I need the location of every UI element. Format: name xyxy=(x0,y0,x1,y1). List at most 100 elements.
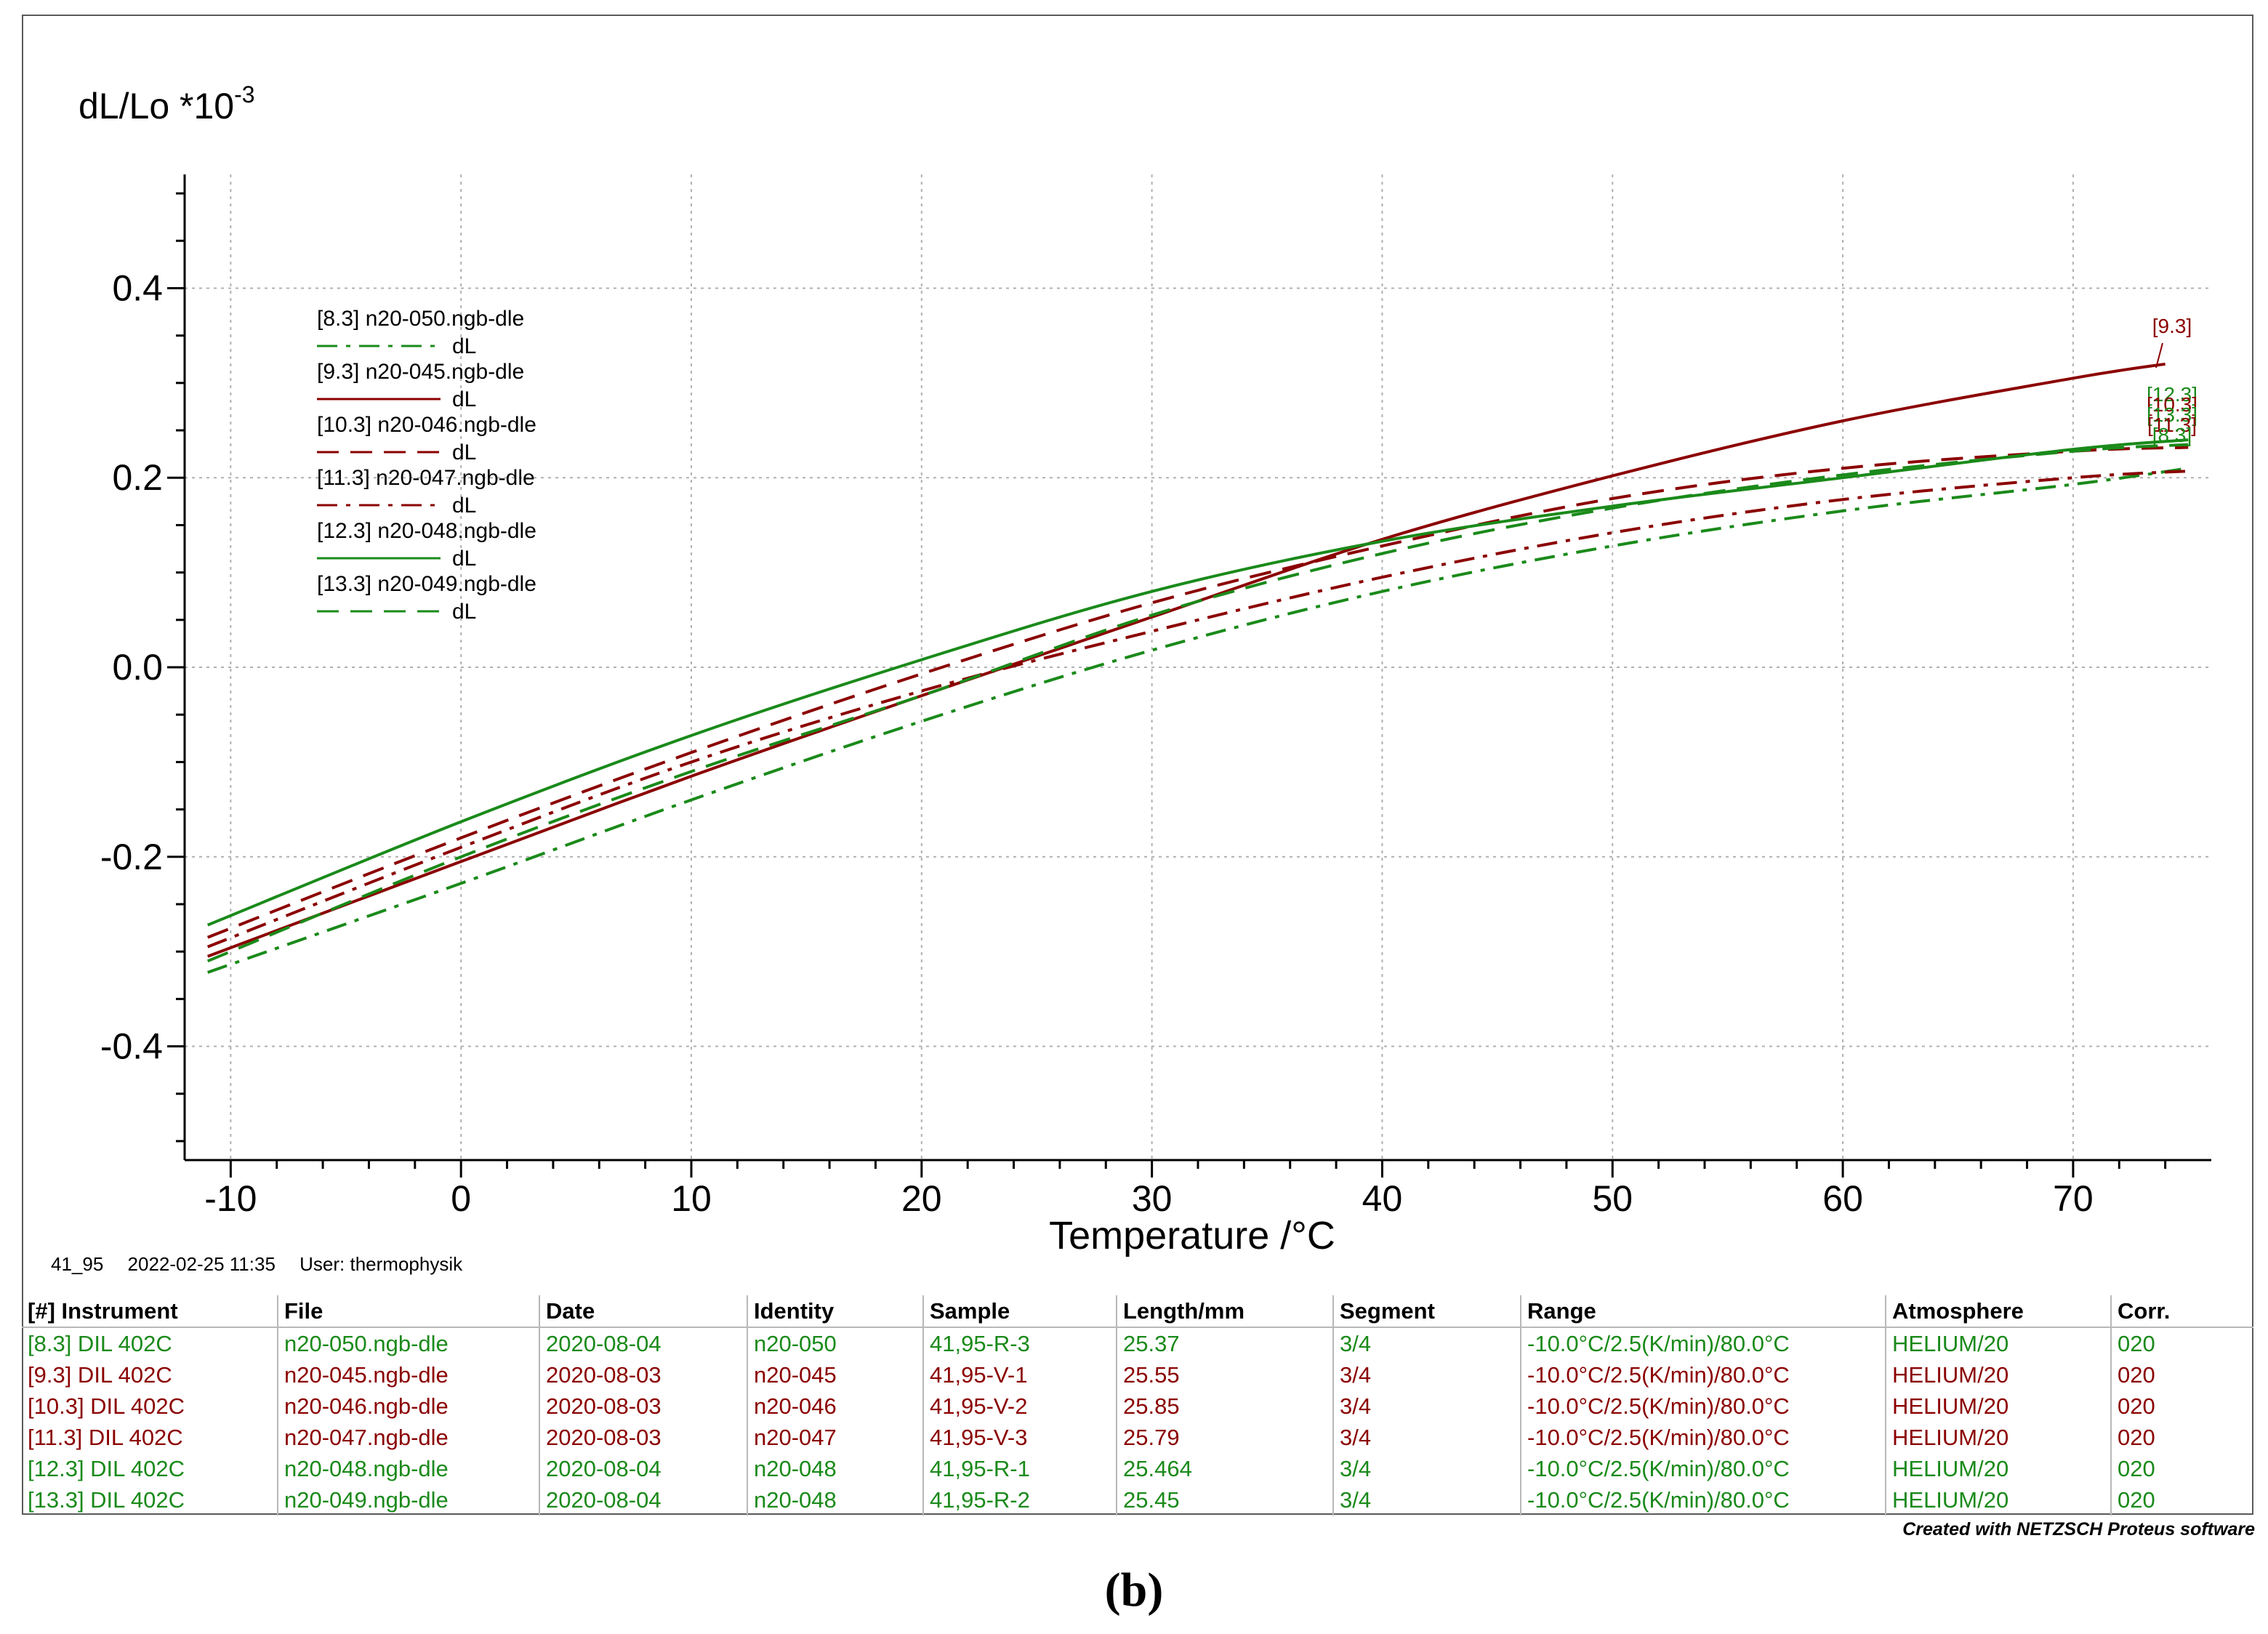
series-line-12-3 xyxy=(206,438,2189,927)
legend-entry-sub: dL xyxy=(452,547,476,571)
table-cell: n20-047 xyxy=(747,1422,923,1453)
series-end-label: [11.3] xyxy=(2147,414,2197,436)
table-cell: -10.0°C/2.5(K/min)/80.0°C xyxy=(1520,1484,1886,1516)
software-credit: Created with NETZSCH Proteus software xyxy=(1902,1519,2255,1540)
series-line-10-3 xyxy=(206,446,2189,939)
series-end-label: [12.3] xyxy=(2147,383,2197,406)
table-cell: n20-045 xyxy=(747,1359,923,1390)
table-cell: [11.3] DIL 402C xyxy=(28,1424,183,1450)
table-cell: n20-046 xyxy=(747,1390,923,1422)
series-line-11-3 xyxy=(206,470,2189,949)
table-cell: 2020-08-04 xyxy=(539,1484,747,1516)
table-cell: -10.0°C/2.5(K/min)/80.0°C xyxy=(1520,1327,1886,1359)
series-end-label: [10.3] xyxy=(2147,393,2197,416)
table-cell: n20-049.ngb-dle xyxy=(277,1484,539,1516)
table-cell: 020 xyxy=(2110,1327,2253,1359)
table-cell: 25.79 xyxy=(1116,1422,1333,1453)
end-label-leader xyxy=(2155,342,2163,369)
info-user: User: thermophysik xyxy=(299,1253,463,1275)
panel-label: (b) xyxy=(1104,1563,1164,1617)
table-cell: 020 xyxy=(2110,1484,2253,1516)
table-row: [13.3] DIL 402C n20-049.ngb-dle 2020-08-04… xyxy=(22,1484,2253,1516)
x-tick-label: 50 xyxy=(1592,1178,1633,1219)
legend-entry-name: [11.3] n20-047.ngb-dle xyxy=(317,466,535,490)
table-header-row: [#] Instrument File Date Identity Sample Leng… xyxy=(22,1295,2253,1328)
table-cell: 3/4 xyxy=(1332,1327,1521,1359)
table-cell: [10.3] DIL 402C xyxy=(28,1393,185,1419)
table-cell: 3/4 xyxy=(1332,1390,1521,1422)
series-line-9-3 xyxy=(206,362,2166,958)
y-tick-label: 0.0 xyxy=(112,647,163,688)
legend-entry-name: [10.3] n20-046.ngb-dle xyxy=(317,413,536,437)
legend-entry-sub: dL xyxy=(452,600,476,624)
table-cell: 3/4 xyxy=(1332,1453,1521,1484)
table-cell: HELIUM/20 xyxy=(1885,1484,2111,1516)
table-header-cell: Segment xyxy=(1332,1295,1521,1328)
x-axis-title: Temperature /°C xyxy=(1049,1214,1335,1257)
table-cell: [13.3] DIL 402C xyxy=(28,1486,185,1513)
table-cell: 2020-08-03 xyxy=(539,1422,747,1453)
table-cell: n20-050.ngb-dle xyxy=(277,1327,539,1359)
table-cell: 3/4 xyxy=(1332,1359,1521,1390)
table-cell: 2020-08-03 xyxy=(539,1359,747,1390)
dilatometry-chart: -10 0 10 20 30 40 50 60 70 -0.4 -0.2 0.0 0.2 0.4 Tempe… xyxy=(100,174,2211,1257)
table-header-cell: Identity xyxy=(747,1295,923,1328)
table-cell: HELIUM/20 xyxy=(1885,1327,2111,1359)
legend-entry-name: [13.3] n20-049.ngb-dle xyxy=(317,572,536,596)
table-cell: 020 xyxy=(2110,1359,2253,1390)
table-cell: 020 xyxy=(2110,1422,2253,1453)
table-cell: n20-048 xyxy=(747,1453,923,1484)
table-cell: 2020-08-04 xyxy=(539,1327,747,1359)
table-cell: -10.0°C/2.5(K/min)/80.0°C xyxy=(1520,1390,1886,1422)
series-end-label: [8.3] xyxy=(2152,424,2192,446)
table-cell: 41,95-V-3 xyxy=(922,1422,1117,1453)
x-tick-label: 20 xyxy=(901,1178,942,1219)
legend-entry-name: [12.3] n20-048.ngb-dle xyxy=(317,519,536,543)
table-cell: n20-048 xyxy=(747,1484,923,1516)
table-cell: n20-045.ngb-dle xyxy=(277,1359,539,1390)
table-cell: [8.3] DIL 402C xyxy=(28,1330,172,1356)
table-cell: 41,95-R-3 xyxy=(922,1327,1117,1359)
table-header-cell: [#] Instrument xyxy=(22,1295,278,1328)
table-cell: 41,95-V-2 xyxy=(922,1390,1117,1422)
y-tick-label: -0.2 xyxy=(100,837,163,877)
y-tick-label: 0.2 xyxy=(112,457,163,498)
table-header-cell: Length/mm xyxy=(1116,1295,1333,1328)
table-cell: HELIUM/20 xyxy=(1885,1390,2111,1422)
table-cell: 2020-08-04 xyxy=(539,1453,747,1484)
info-timestamp: 2022-02-25 11:35 xyxy=(127,1253,276,1275)
table-cell: 3/4 xyxy=(1332,1484,1521,1516)
table-header-cell: Atmosphere xyxy=(1885,1295,2111,1328)
table-cell: 41,95-R-1 xyxy=(922,1453,1117,1484)
table-cell: n20-047.ngb-dle xyxy=(277,1422,539,1453)
series-end-label: [13.3] xyxy=(2147,403,2197,426)
table-header-cell: Sample xyxy=(922,1295,1117,1328)
legend-entry-sub: dL xyxy=(452,494,476,518)
table-cell: 020 xyxy=(2110,1453,2253,1484)
table-cell: n20-048.ngb-dle xyxy=(277,1453,539,1484)
table-cell: 3/4 xyxy=(1332,1422,1521,1453)
table-cell: 25.55 xyxy=(1116,1359,1333,1390)
y-tick-label: -0.4 xyxy=(100,1026,163,1067)
x-tick-label: -10 xyxy=(204,1178,257,1219)
table-row: [8.3] DIL 402C n20-050.ngb-dle 2020-08-04 n… xyxy=(22,1327,2253,1359)
info-line: 41_95 2022-02-25 11:35 User: thermophysi… xyxy=(51,1253,481,1276)
table-cell: 2020-08-03 xyxy=(539,1390,747,1422)
table-header-cell: Range xyxy=(1520,1295,1886,1328)
x-tick-label: 60 xyxy=(1822,1178,1863,1219)
table-cell: 25.464 xyxy=(1116,1453,1333,1484)
series-end-label: [9.3] xyxy=(2152,315,2192,337)
table-cell: 41,95-V-1 xyxy=(922,1359,1117,1390)
series-line-8-3 xyxy=(207,467,2189,974)
x-tick-label: 10 xyxy=(671,1178,712,1219)
x-tick-label: 40 xyxy=(1362,1178,1403,1219)
table-cell: 25.85 xyxy=(1116,1390,1333,1422)
table-cell: [9.3] DIL 402C xyxy=(28,1361,172,1388)
table-cell: HELIUM/20 xyxy=(1885,1359,2111,1390)
table-row: [11.3] DIL 402C n20-047.ngb-dle 2020-08-03… xyxy=(22,1422,2253,1453)
x-tick-label: 70 xyxy=(2053,1178,2094,1219)
legend-entry-name: [8.3] n20-050.ngb-dle xyxy=(317,307,524,331)
table-cell: -10.0°C/2.5(K/min)/80.0°C xyxy=(1520,1359,1886,1390)
x-tick-label: 30 xyxy=(1132,1178,1173,1219)
y-axis-exponent: -3 xyxy=(234,81,255,108)
